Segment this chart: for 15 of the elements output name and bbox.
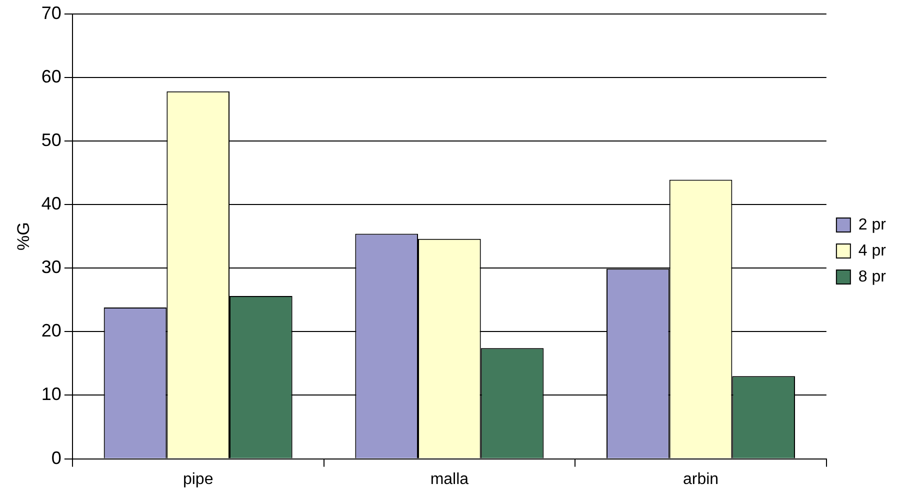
y-tick-label: 40 <box>41 193 62 214</box>
y-tick-label: 60 <box>41 66 62 86</box>
legend-label: 8 pr <box>858 268 887 286</box>
y-tick-label: 70 <box>41 2 62 23</box>
legend-label: 2 pr <box>858 216 887 234</box>
y-tick-label: 30 <box>41 257 62 278</box>
x-tick-label: malla <box>430 470 469 488</box>
y-axis-title: %G <box>14 222 33 250</box>
legend-label: 4 pr <box>858 242 887 260</box>
x-tick-label: pipe <box>182 470 214 488</box>
y-tick-label: 50 <box>41 130 62 150</box>
y-tick-label: 0 <box>51 448 62 468</box>
x-tick-label: arbin <box>682 470 719 488</box>
y-tick-label: 10 <box>41 384 62 404</box>
y-tick-label: 20 <box>41 320 62 341</box>
